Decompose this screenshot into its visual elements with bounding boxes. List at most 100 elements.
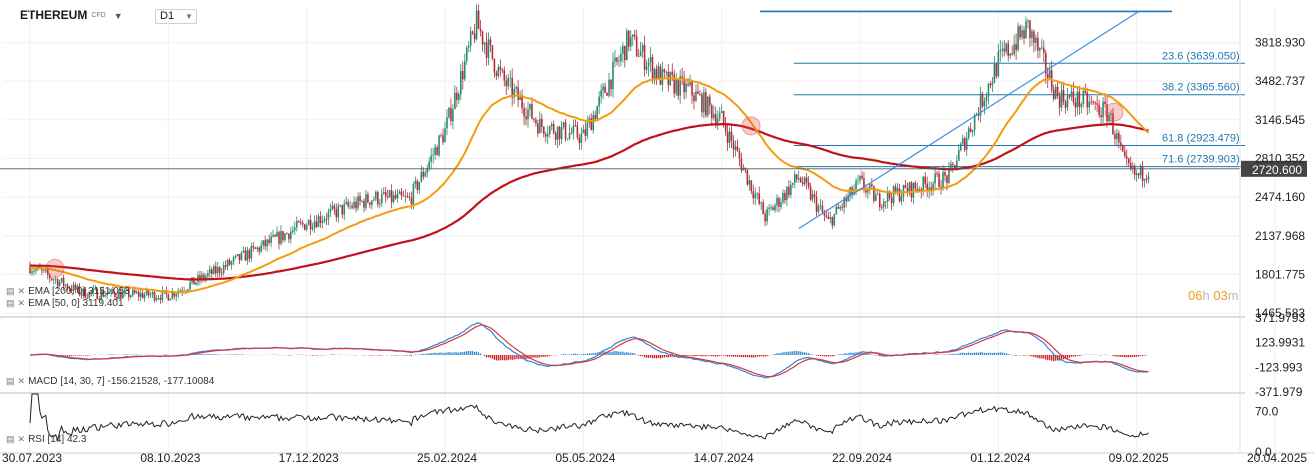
candle-body [548,126,551,134]
candle-body [961,138,964,144]
candle [616,57,618,66]
candle-body [276,232,278,237]
candle-body [622,45,624,54]
candle-body [582,129,585,134]
candle [766,206,768,226]
candle [515,85,517,94]
close-icon[interactable]: ✕ [17,376,26,386]
candle-body [270,236,272,243]
candle-body [537,123,539,134]
candle-body [663,69,666,73]
candle [552,120,555,135]
settings-icon[interactable]: ▤ [6,298,15,308]
candle-body [378,203,381,205]
candle [732,135,735,158]
candle-body [382,192,385,194]
candle-body [147,289,150,296]
candle-body [153,292,156,301]
candle-body [479,28,482,32]
candle [564,119,567,142]
settings-icon[interactable]: ▤ [6,286,15,296]
candle-body [203,274,205,280]
candle [446,109,448,136]
symbol-selector[interactable]: ETHEREUM CFD ▼ [20,8,123,22]
candle [580,127,583,150]
candle [710,103,713,126]
chevron-down-icon[interactable]: ▼ [113,11,123,21]
candle-body [1084,90,1087,93]
candle-body [724,123,727,132]
date-tick-label: 01.12.2024 [970,451,1030,465]
candle [782,189,784,205]
candle [793,170,796,189]
settings-icon[interactable]: ▤ [6,434,15,444]
candle-body [240,252,243,260]
candle-body [863,178,865,190]
candle-body [758,193,761,204]
candle-body [363,200,365,208]
settings-icon[interactable]: ▤ [6,376,15,386]
candle-body [1062,90,1065,102]
crossover-marker [741,116,761,136]
candle [442,128,444,145]
candle-body [41,269,43,271]
candle [458,91,460,104]
ema50-legend[interactable]: ▤ ✕ EMA [50, 0] 3119.401 [6,298,124,309]
candle [570,127,573,135]
candle-body [450,107,452,122]
macd-legend[interactable]: ▤ ✕ MACD [14, 30, 7] -156.21528, -177.1008… [6,376,214,387]
candle-body [493,58,496,73]
candle-body [772,207,774,211]
candle [297,220,300,223]
candle [274,233,276,238]
candle [938,170,940,188]
candlesticks [29,4,1150,304]
candle [1021,24,1023,40]
candle-body [590,118,593,131]
candle-body [841,206,844,208]
candle-body [752,191,755,199]
candle [627,30,630,52]
candle-body [290,231,292,240]
candle [471,30,474,36]
candle-body [216,267,219,274]
candle [602,82,604,100]
close-icon[interactable]: ✕ [17,434,26,444]
candle-body [1086,92,1089,108]
candle [139,289,142,301]
candle [574,119,577,127]
candle [305,222,308,232]
candle [758,186,761,206]
candle-body [904,184,907,189]
candle-body [43,269,45,271]
candle-body [236,254,239,256]
candle-body [434,147,436,155]
candle-body [489,39,492,46]
timeframe-selector[interactable]: D1 ▼ [155,9,197,24]
candle-body [707,96,709,116]
rsi-label: RSI [14] 42.3 [28,434,87,445]
candle-body [448,107,450,118]
close-icon[interactable]: ✕ [17,298,26,308]
candle [594,110,596,121]
close-icon[interactable]: ✕ [17,286,26,296]
candle-body [916,188,919,191]
candle-body [637,56,640,57]
candle-body [446,117,448,129]
candle [521,89,523,114]
rsi-legend[interactable]: ▤ ✕ RSI [14] 42.3 [6,434,86,445]
candle-body [918,189,921,191]
candle-body [384,192,387,197]
candle-body [108,292,110,294]
candle [997,43,1000,78]
candle [295,216,298,232]
candle-body [143,294,146,299]
candle-body [375,191,377,200]
candle [246,246,249,265]
candle-body [932,183,934,190]
chevron-down-icon[interactable]: ▼ [185,12,193,21]
ema200-legend[interactable]: ▤ ✕ EMA [200, 0] 3151.053 [6,286,130,297]
candle [432,147,434,164]
candle [169,298,172,301]
